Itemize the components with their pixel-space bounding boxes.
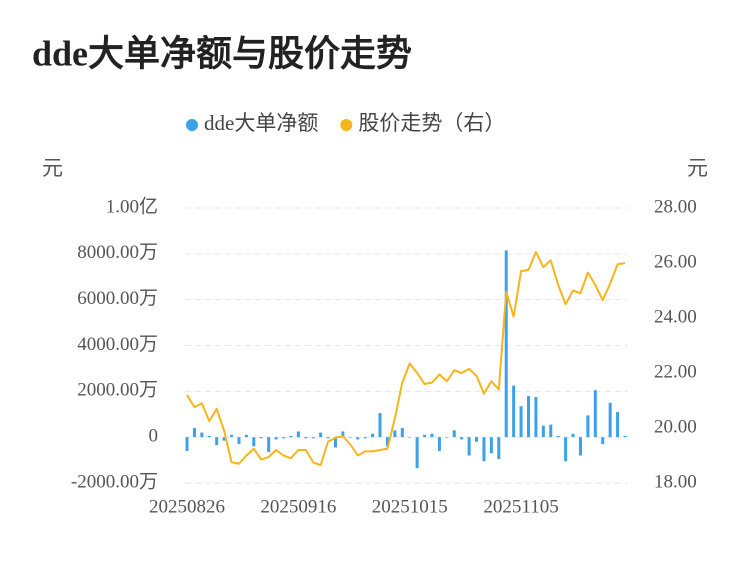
bar xyxy=(482,437,486,462)
bar xyxy=(489,437,493,454)
bar xyxy=(356,437,360,440)
bar xyxy=(460,437,464,440)
bar xyxy=(274,437,278,440)
bar xyxy=(430,433,434,438)
y-axis-label: 元 xyxy=(42,156,63,180)
bar xyxy=(467,437,471,456)
bar xyxy=(185,437,189,451)
bar xyxy=(437,437,441,451)
y2-tick-label: 28.00 xyxy=(654,196,697,217)
bar xyxy=(408,437,412,438)
bar xyxy=(200,432,204,438)
bar xyxy=(378,413,382,438)
y-tick-label: 1.00亿 xyxy=(106,195,158,217)
bar xyxy=(593,390,597,438)
bar xyxy=(541,425,545,438)
bar xyxy=(333,437,337,448)
bar xyxy=(363,437,367,439)
legend-marker xyxy=(186,119,198,131)
bar xyxy=(512,385,516,438)
price-line xyxy=(186,251,626,467)
chart-title: dde大单净额与股价走势 xyxy=(32,33,412,73)
bar xyxy=(244,434,248,438)
x-tick-label: 20250826 xyxy=(149,496,225,517)
bar xyxy=(556,436,560,438)
y2-tick-label: 22.00 xyxy=(654,361,697,382)
bar xyxy=(608,402,612,438)
bar xyxy=(259,437,263,439)
bar xyxy=(497,437,501,459)
bar xyxy=(230,434,234,438)
bar xyxy=(616,411,620,438)
bar xyxy=(623,436,627,438)
bar xyxy=(504,250,508,438)
bar xyxy=(222,437,226,441)
bar xyxy=(192,428,196,438)
bar xyxy=(452,430,456,438)
bar xyxy=(445,437,449,438)
bar xyxy=(252,437,256,447)
bar xyxy=(215,437,219,446)
bar xyxy=(400,428,404,438)
y2-tick-label: 18.00 xyxy=(654,471,697,492)
y-tick-label: -2000.00万 xyxy=(71,471,158,492)
bar xyxy=(564,437,568,462)
bar xyxy=(304,437,308,439)
bar xyxy=(341,431,345,438)
y-tick-label: 4000.00万 xyxy=(77,334,158,355)
y-tick-label: 8000.00万 xyxy=(77,242,158,263)
bar xyxy=(385,437,389,447)
bar xyxy=(601,437,605,445)
bar xyxy=(237,437,241,445)
legend-marker xyxy=(340,119,353,131)
legend-label: 股价走势（右） xyxy=(358,111,505,135)
y2-tick-label: 24.00 xyxy=(654,306,697,327)
bar xyxy=(311,437,315,439)
y-tick-label: 2000.00万 xyxy=(77,380,158,401)
x-tick-label: 20250916 xyxy=(260,496,336,517)
x-tick-label: 20251105 xyxy=(483,496,558,517)
bar xyxy=(519,406,523,438)
bar xyxy=(475,437,479,442)
bar xyxy=(348,437,352,438)
bar xyxy=(423,434,427,438)
bar xyxy=(289,436,293,438)
y2-axis-label: 元 xyxy=(687,156,708,180)
bar xyxy=(282,437,286,439)
bar xyxy=(571,433,575,438)
legend-label: dde大单净额 xyxy=(204,111,318,135)
bar xyxy=(586,415,590,438)
bar xyxy=(207,436,211,438)
bar xyxy=(578,437,582,456)
y-tick-label: 0 xyxy=(149,426,159,447)
bar xyxy=(326,437,330,439)
y-tick-label: 6000.00万 xyxy=(77,288,158,309)
y2-tick-label: 20.00 xyxy=(654,416,697,437)
bar xyxy=(371,433,375,438)
y2-tick-label: 26.00 xyxy=(654,251,697,272)
x-tick-label: 20251015 xyxy=(372,496,448,517)
bar xyxy=(526,395,530,438)
bar xyxy=(267,437,271,453)
bar xyxy=(393,430,397,438)
bar xyxy=(296,431,300,438)
bar xyxy=(415,437,419,469)
bar xyxy=(534,397,538,438)
bar xyxy=(319,432,323,438)
bar xyxy=(549,424,553,438)
